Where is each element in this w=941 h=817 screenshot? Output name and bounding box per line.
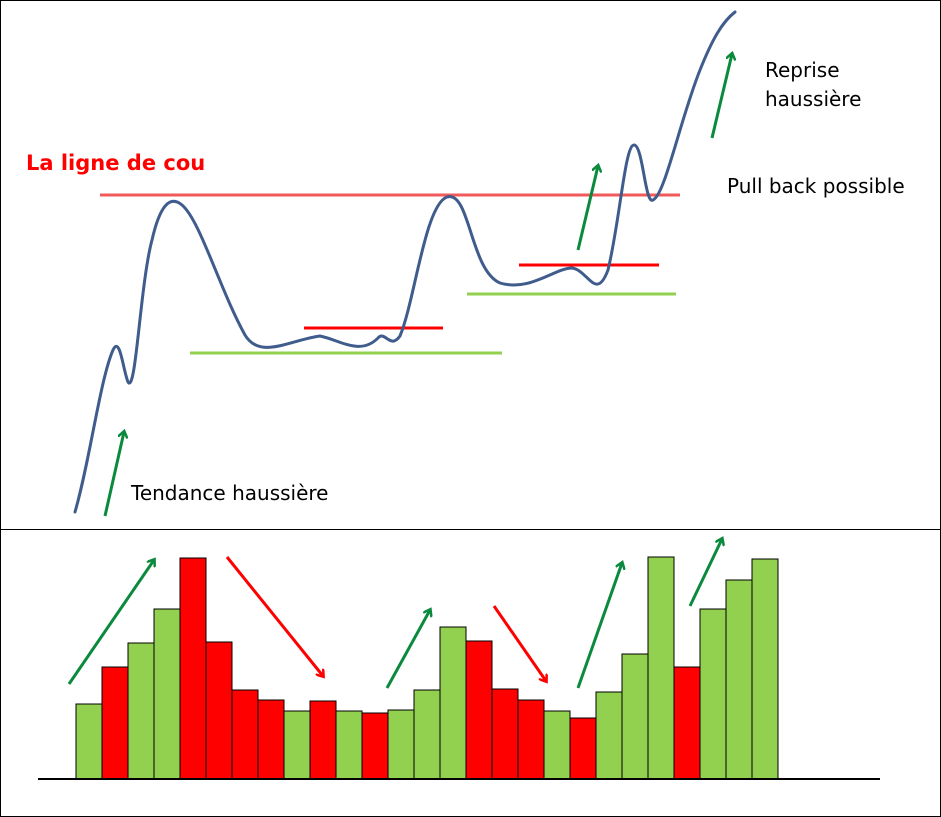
volume-bar-1 bbox=[75, 703, 103, 780]
volume-bars bbox=[75, 556, 779, 780]
resume-label-line2: haussière bbox=[765, 87, 862, 111]
volume-up-arrow-2 bbox=[385, 610, 430, 689]
volume-bar-22 bbox=[621, 653, 649, 780]
volume-bar-10 bbox=[309, 700, 337, 780]
panel-divider bbox=[0, 529, 941, 530]
volume-bar-16 bbox=[465, 640, 493, 780]
pullback-label: Pull back possible bbox=[727, 174, 905, 198]
volume-bar-17 bbox=[491, 688, 519, 780]
volume-bar-5 bbox=[179, 557, 207, 780]
volume-bar-12 bbox=[361, 712, 389, 780]
volume-bar-6 bbox=[205, 641, 233, 780]
volume-up-arrow-1 bbox=[67, 560, 154, 685]
volume-bar-8 bbox=[257, 699, 285, 780]
volume-up-arrow-3 bbox=[576, 563, 622, 689]
volume-bar-3 bbox=[127, 642, 155, 780]
volume-bar-18 bbox=[517, 699, 545, 780]
resume-label-line1: Reprise bbox=[765, 58, 840, 82]
volume-bar-19 bbox=[543, 710, 571, 780]
volume-bar-9 bbox=[283, 710, 311, 780]
volume-bar-14 bbox=[413, 689, 441, 780]
uptrend-label: Tendance haussière bbox=[131, 481, 329, 505]
volume-up-arrow-4 bbox=[688, 539, 722, 607]
volume-bar-24 bbox=[673, 666, 701, 780]
volume-bar-2 bbox=[101, 666, 129, 780]
breakout-arrow bbox=[576, 166, 598, 251]
volume-bar-25 bbox=[699, 608, 727, 780]
volume-bar-11 bbox=[335, 710, 363, 780]
volume-down-arrow-1 bbox=[225, 556, 323, 676]
volume-bar-7 bbox=[231, 689, 259, 780]
resume-arrow bbox=[710, 54, 732, 139]
volume-bar-21 bbox=[595, 691, 623, 780]
volume-panel bbox=[38, 539, 880, 780]
volume-bar-4 bbox=[153, 608, 181, 780]
volume-bar-23 bbox=[647, 556, 675, 780]
volume-down-arrow-2 bbox=[492, 605, 546, 681]
volume-bar-26 bbox=[725, 579, 753, 780]
volume-bar-15 bbox=[439, 626, 467, 780]
volume-bar-20 bbox=[569, 717, 597, 780]
uptrend-arrow bbox=[103, 432, 124, 517]
neckline-label: La ligne de cou bbox=[26, 151, 206, 175]
price-panel bbox=[73, 10, 737, 517]
volume-bar-27 bbox=[751, 558, 779, 780]
price-curve bbox=[73, 10, 737, 514]
volume-bar-13 bbox=[387, 709, 415, 780]
